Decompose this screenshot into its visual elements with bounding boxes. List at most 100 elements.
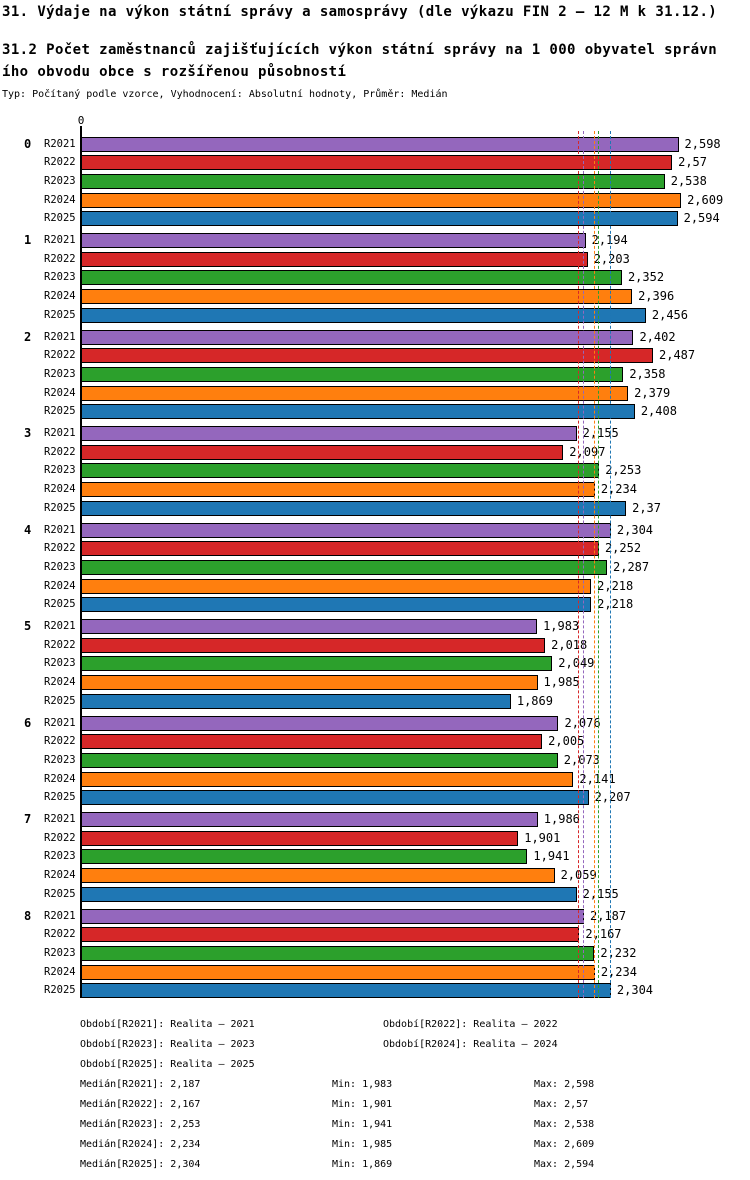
chart-bar (81, 812, 538, 827)
chart-row-label: R2022 (44, 735, 76, 748)
chart-bar (81, 463, 600, 479)
chart-value-label: 2,37 (632, 500, 661, 515)
chart-bar (81, 348, 653, 364)
chart-bar (81, 945, 595, 961)
chart-group-label: 8 (24, 908, 32, 923)
indicator-title-line2: ího obvodu obce s rozšířenou působností (2, 64, 347, 80)
chart-group-label: 1 (24, 233, 32, 247)
chart-bar (81, 656, 553, 672)
chart-row-label: R2024 (44, 579, 76, 592)
chart-value-label: 2,187 (590, 908, 627, 923)
legend-min-label: Min: 1,941 (332, 1119, 393, 1130)
chart-bar (81, 482, 595, 498)
chart-row-label: R2024 (44, 869, 76, 882)
chart-bar (81, 597, 592, 613)
chart-bar (81, 385, 629, 401)
chart-value-label: 2,234 (600, 482, 637, 497)
chart-bar (81, 734, 543, 750)
chart-bar (81, 270, 622, 286)
chart-row-label: R2024 (44, 676, 76, 689)
chart-row-label: R2021 (44, 909, 76, 922)
chart-value-label: 1,869 (516, 693, 553, 708)
chart-value-label: 2,287 (613, 559, 650, 574)
chart-value-label: 2,358 (629, 366, 666, 381)
legend-median-label: Medián[R2022]: 2,167 (80, 1099, 201, 1110)
legend-max-label: Max: 2,609 (534, 1139, 595, 1150)
chart-row-label: R2024 (44, 772, 76, 785)
chart-row-label: R2023 (44, 560, 76, 573)
legend-min-label: Min: 1,983 (332, 1079, 393, 1090)
chart-row-label: R2023 (44, 753, 76, 766)
chart-value-label: 2,598 (684, 136, 721, 151)
legend-period-label: Období[R2021]: Realita – 2021 (80, 1019, 255, 1030)
chart-value-label: 2,073 (563, 752, 600, 767)
chart-bar (81, 983, 611, 999)
chart-bar (81, 251, 588, 267)
chart-bar (81, 173, 665, 189)
chart-bar (81, 192, 682, 208)
chart-value-label: 2,155 (582, 886, 619, 901)
chart-bar (81, 366, 624, 382)
legend-max-label: Max: 2,57 (534, 1099, 589, 1110)
chart-value-label: 1,901 (524, 830, 561, 845)
chart-bar (81, 619, 538, 634)
chart-bar (81, 715, 559, 731)
chart-value-label: 2,487 (659, 348, 696, 363)
chart-bar (81, 693, 511, 709)
indicator-title-line1: 31.2 Počet zaměstnanců zajišťujících výk… (2, 42, 718, 58)
chart-bar (81, 444, 564, 460)
median-line (583, 131, 584, 998)
median-line (593, 131, 595, 998)
chart-value-label: 2,253 (605, 463, 642, 478)
chart-bar (81, 211, 678, 227)
median-line (578, 131, 580, 998)
chart-value-label: 2,57 (678, 155, 707, 170)
chart-bar (81, 675, 538, 691)
chart-value-label: 2,234 (600, 964, 637, 979)
chart-value-label: 1,941 (533, 849, 570, 864)
chart-bar (81, 752, 558, 768)
chart-row-label: R2024 (44, 290, 76, 303)
chart-row-label: R2025 (44, 308, 76, 321)
chart-value-label: 2,232 (600, 945, 637, 960)
chart-row-label: R2021 (44, 234, 76, 246)
chart-row-label: R2024 (44, 386, 76, 399)
chart-row-label: R2021 (44, 523, 76, 536)
chart-bar (81, 404, 635, 420)
chart-value-label: 2,005 (548, 734, 585, 749)
chart-row-label: R2023 (44, 850, 76, 863)
chart-bar (81, 329, 634, 345)
chart-value-label: 2,218 (597, 597, 634, 612)
chart-row-label: R2024 (44, 965, 76, 978)
chart-row-label: R2023 (44, 271, 76, 284)
legend-max-label: Max: 2,538 (534, 1119, 595, 1130)
legend-period-label: Období[R2024]: Realita – 2024 (383, 1039, 558, 1050)
chart-row-label: R2025 (44, 212, 76, 225)
chart-group-label: 6 (24, 715, 32, 730)
chart-value-label: 2,379 (634, 385, 671, 400)
chart-value-label: 2,304 (616, 522, 654, 537)
chart-group-label: 2 (24, 329, 32, 344)
chart-value-label: 2,207 (594, 790, 631, 805)
legend-max-label: Max: 2,598 (534, 1079, 595, 1090)
chart-row-label: R2025 (44, 501, 76, 514)
chart-row-label: R2021 (44, 813, 76, 825)
chart-bar (81, 233, 586, 248)
chart-bar (81, 155, 673, 171)
chart-row-label: R2025 (44, 598, 76, 611)
chart-row-label: R2021 (44, 620, 76, 632)
chart-value-label: 2,609 (687, 192, 724, 207)
chart-bar (81, 637, 546, 653)
chart-value-label: 2,594 (683, 211, 720, 226)
chart-row-label: R2025 (44, 694, 76, 707)
chart-row-label: R2023 (44, 464, 76, 477)
chart-value-label: 1,985 (543, 675, 580, 690)
legend-min-label: Min: 1,869 (332, 1159, 393, 1170)
chart-value-label: 2,218 (597, 578, 634, 593)
chart-bar (81, 849, 528, 865)
report-title: 31. Výdaje na výkon státní správy a samo… (2, 4, 718, 20)
chart-value-label: 2,049 (558, 656, 595, 671)
chart-row-label: R2025 (44, 887, 76, 900)
chart-value-label: 2,456 (651, 307, 688, 322)
chart-group-label: 4 (24, 522, 32, 537)
